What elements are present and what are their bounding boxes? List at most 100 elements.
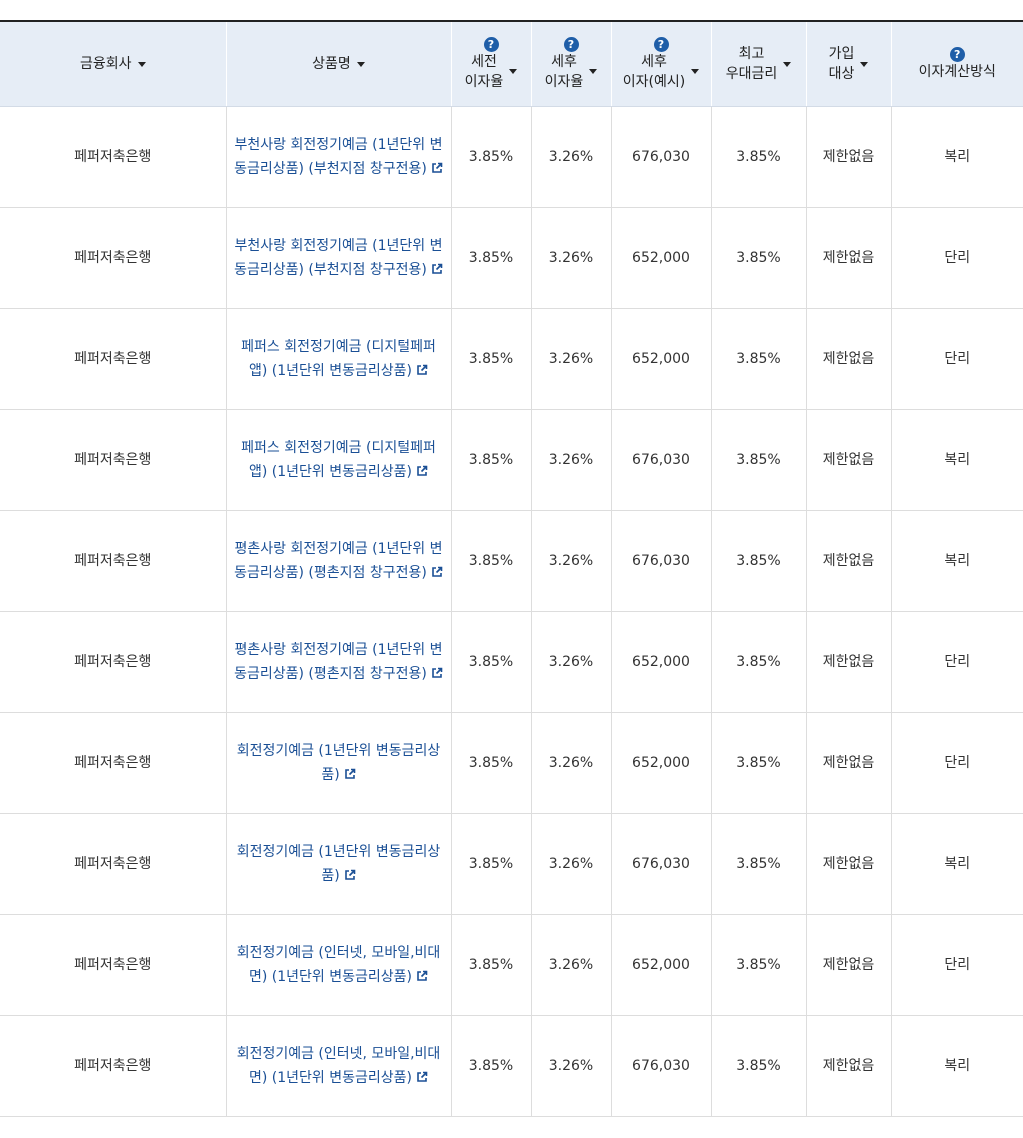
company-cell: 페퍼저축은행: [0, 409, 226, 511]
max-rate-cell: 3.85%: [710, 611, 806, 713]
sort-interest-icon[interactable]: [691, 69, 700, 74]
posttax-interest-cell: 676,030: [610, 1015, 711, 1117]
company-cell: 페퍼저축은행: [0, 712, 226, 814]
max-rate-cell: 3.85%: [710, 813, 806, 915]
product-name: 회전정기예금 (인터넷, 모바일,비대면) (1년단위 변동금리상품): [236, 1046, 441, 1086]
max-rate-cell: 3.85%: [710, 106, 806, 208]
calc-help-icon[interactable]: ?: [949, 46, 965, 62]
pretax-rate-cell: 3.85%: [450, 207, 531, 309]
posttax-rate-cell: 3.26%: [530, 611, 611, 713]
posttax-rate-cell: 3.26%: [530, 409, 611, 511]
product-cell: 부천사랑 회전정기예금 (1년단위 변동금리상품) (부천지점 창구전용): [225, 207, 451, 309]
external-link-icon[interactable]: [431, 162, 443, 174]
pretax-rate-cell: 3.85%: [450, 611, 531, 713]
pretax-rate-cell: 3.85%: [450, 712, 531, 814]
max-rate-cell: 3.85%: [710, 308, 806, 410]
external-link-icon[interactable]: [431, 667, 443, 679]
sort-posttax-icon[interactable]: [589, 69, 598, 74]
join-target-cell: 제한없음: [805, 409, 891, 511]
posttax-help-icon[interactable]: ?: [563, 36, 579, 52]
pretax-rate-cell: 3.85%: [450, 106, 531, 208]
header-product[interactable]: 상품명: [225, 21, 451, 107]
pretax-rate-cell: 3.85%: [450, 1015, 531, 1117]
sort-product-icon[interactable]: [356, 61, 365, 67]
header-posttax-line1: 세후: [551, 53, 577, 70]
product-name: 평촌사랑 회전정기예금 (1년단위 변동금리상품) (평촌지점 창구전용): [234, 642, 443, 682]
max-rate-cell: 3.85%: [710, 712, 806, 814]
header-max-rate[interactable]: 최고 우대금리: [710, 21, 806, 107]
header-pretax-rate[interactable]: ? 세전 이자율: [450, 21, 531, 107]
deposit-comparison-table: 금융회사 상품명 ? 세전 이자율: [0, 20, 1023, 1117]
product-cell: 페퍼스 회전정기예금 (디지털페퍼앱) (1년단위 변동금리상품): [225, 308, 451, 410]
product-name: 부천사랑 회전정기예금 (1년단위 변동금리상품) (부천지점 창구전용): [234, 137, 443, 177]
max-rate-cell: 3.85%: [710, 510, 806, 612]
external-link-icon[interactable]: [416, 465, 428, 477]
header-posttax-rate[interactable]: ? 세후 이자율: [530, 21, 611, 107]
calc-method-cell: 단리: [890, 207, 1023, 309]
posttax-interest-cell: 676,030: [610, 510, 711, 612]
product-name: 회전정기예금 (인터넷, 모바일,비대면) (1년단위 변동금리상품): [236, 945, 441, 985]
product-link[interactable]: 평촌사랑 회전정기예금 (1년단위 변동금리상품) (평촌지점 창구전용): [234, 642, 443, 682]
table-row: 페퍼저축은행 페퍼스 회전정기예금 (디지털페퍼앱) (1년단위 변동금리상품)…: [0, 308, 1023, 410]
sort-join-icon[interactable]: [860, 61, 869, 67]
calc-method-cell: 단리: [890, 611, 1023, 713]
pretax-rate-cell: 3.85%: [450, 813, 531, 915]
header-pretax-line2: 이자율: [464, 73, 504, 90]
interest-help-icon[interactable]: ?: [653, 36, 669, 52]
join-target-cell: 제한없음: [805, 712, 891, 814]
sort-company-icon[interactable]: [137, 61, 146, 67]
posttax-rate-cell: 3.26%: [530, 510, 611, 612]
product-link[interactable]: 페퍼스 회전정기예금 (디지털페퍼앱) (1년단위 변동금리상품): [241, 440, 436, 480]
table-row: 페퍼저축은행 평촌사랑 회전정기예금 (1년단위 변동금리상품) (평촌지점 창…: [0, 611, 1023, 713]
table-body: 페퍼저축은행 부천사랑 회전정기예금 (1년단위 변동금리상품) (부천지점 창…: [0, 106, 1023, 1117]
external-link-icon[interactable]: [416, 970, 428, 982]
product-link[interactable]: 회전정기예금 (인터넷, 모바일,비대면) (1년단위 변동금리상품): [237, 945, 441, 985]
product-name: 페퍼스 회전정기예금 (디지털페퍼앱) (1년단위 변동금리상품): [241, 440, 436, 480]
header-interest-line2: 이자(예시): [622, 73, 686, 90]
posttax-interest-cell: 652,000: [610, 712, 711, 814]
company-cell: 페퍼저축은행: [0, 106, 226, 208]
external-link-icon[interactable]: [431, 566, 443, 578]
company-cell: 페퍼저축은행: [0, 813, 226, 915]
product-link[interactable]: 회전정기예금 (1년단위 변동금리상품): [237, 844, 441, 884]
pretax-help-icon[interactable]: ?: [483, 36, 499, 52]
posttax-interest-cell: 676,030: [610, 106, 711, 208]
product-cell: 회전정기예금 (인터넷, 모바일,비대면) (1년단위 변동금리상품): [225, 1015, 451, 1117]
external-link-icon[interactable]: [416, 1071, 428, 1083]
product-link[interactable]: 페퍼스 회전정기예금 (디지털페퍼앱) (1년단위 변동금리상품): [241, 339, 436, 379]
company-cell: 페퍼저축은행: [0, 510, 226, 612]
company-cell: 페퍼저축은행: [0, 207, 226, 309]
header-pretax-line1: 세전: [471, 53, 497, 70]
product-link[interactable]: 부천사랑 회전정기예금 (1년단위 변동금리상품) (부천지점 창구전용): [234, 238, 443, 278]
product-name: 평촌사랑 회전정기예금 (1년단위 변동금리상품) (평촌지점 창구전용): [234, 541, 443, 581]
calc-method-cell: 복리: [890, 106, 1023, 208]
calc-method-cell: 복리: [890, 813, 1023, 915]
header-company-label: 금융회사: [79, 56, 132, 72]
max-rate-cell: 3.85%: [710, 409, 806, 511]
pretax-rate-cell: 3.85%: [450, 308, 531, 410]
posttax-interest-cell: 652,000: [610, 611, 711, 713]
header-company[interactable]: 금융회사: [0, 21, 226, 107]
external-link-icon[interactable]: [344, 768, 356, 780]
calc-method-cell: 복리: [890, 510, 1023, 612]
product-link[interactable]: 회전정기예금 (인터넷, 모바일,비대면) (1년단위 변동금리상품): [237, 1046, 441, 1086]
calc-method-cell: 단리: [890, 914, 1023, 1016]
external-link-icon[interactable]: [416, 364, 428, 376]
company-cell: 페퍼저축은행: [0, 1015, 226, 1117]
product-link[interactable]: 부천사랑 회전정기예금 (1년단위 변동금리상품) (부천지점 창구전용): [234, 137, 443, 177]
product-link[interactable]: 평촌사랑 회전정기예금 (1년단위 변동금리상품) (평촌지점 창구전용): [234, 541, 443, 581]
external-link-icon[interactable]: [431, 263, 443, 275]
external-link-icon[interactable]: [344, 869, 356, 881]
sort-maxrate-icon[interactable]: [783, 61, 792, 67]
header-join-line1: 가입: [828, 46, 855, 62]
posttax-interest-cell: 652,000: [610, 914, 711, 1016]
sort-pretax-icon[interactable]: [509, 69, 518, 74]
join-target-cell: 제한없음: [805, 813, 891, 915]
posttax-rate-cell: 3.26%: [530, 106, 611, 208]
product-name: 부천사랑 회전정기예금 (1년단위 변동금리상품) (부천지점 창구전용): [234, 238, 443, 278]
product-link[interactable]: 회전정기예금 (1년단위 변동금리상품): [237, 743, 441, 783]
company-cell: 페퍼저축은행: [0, 611, 226, 713]
header-maxrate-line2: 우대금리: [725, 66, 778, 82]
header-join-target[interactable]: 가입 대상: [805, 21, 891, 107]
header-posttax-interest[interactable]: ? 세후 이자(예시): [610, 21, 711, 107]
